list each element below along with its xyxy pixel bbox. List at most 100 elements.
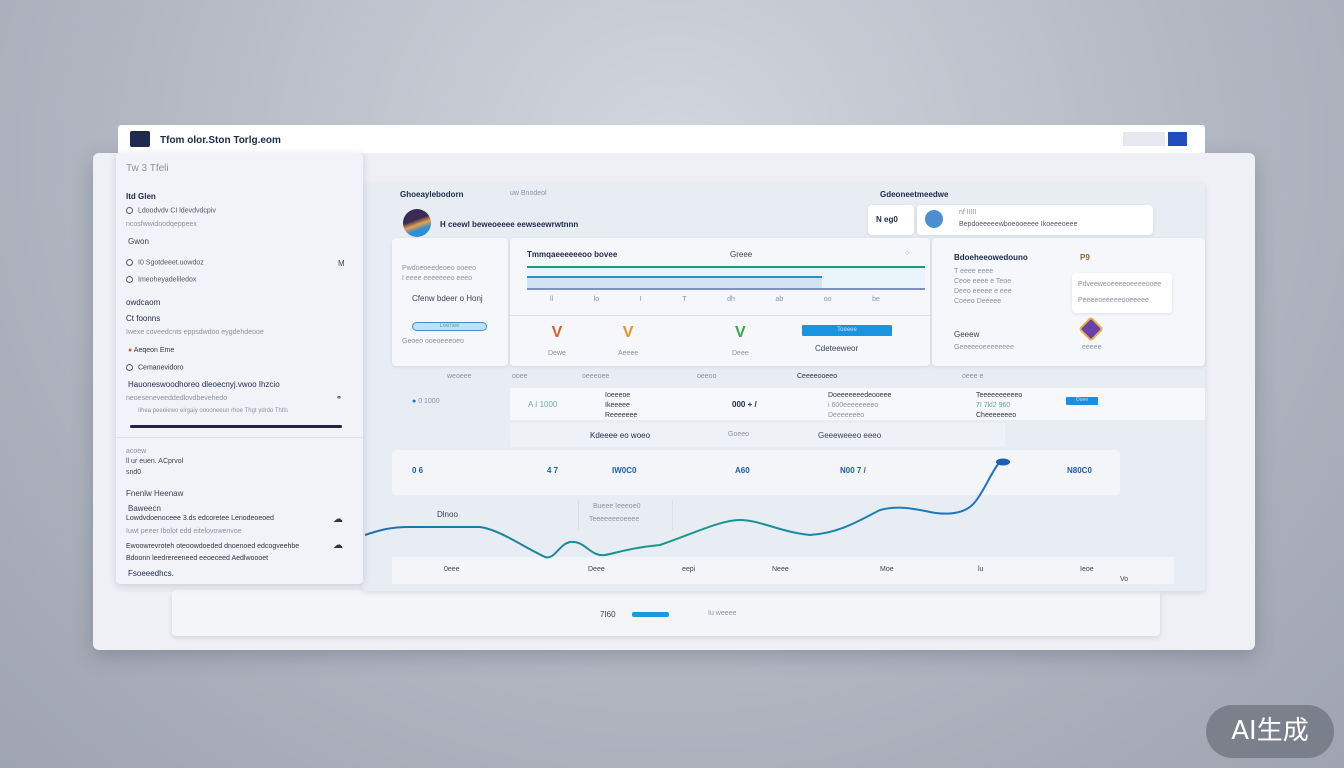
left-button[interactable]: Leenee xyxy=(412,322,487,331)
table-cell: Ioeeeoe xyxy=(605,392,631,399)
sidebar-item[interactable]: Hauoneswoodhoreo dleoecnyj.vwoo Ihzcio xyxy=(128,380,280,389)
gear-icon xyxy=(126,364,133,371)
right-row: T eeee eeee xyxy=(954,268,994,275)
sidebar-section: Gwon xyxy=(128,237,149,246)
user-card[interactable]: nf IIIII Bepdoeeeeewboeooeeee Ikoeeeoeee xyxy=(917,205,1153,235)
progress-title: Tmmqaeeeeeeoo bovee xyxy=(527,250,618,259)
title-bar: Tfom olor.Ston Torlg.eom xyxy=(118,125,1205,153)
action-link[interactable]: Cdeteeweor xyxy=(815,344,859,353)
profile-avatar[interactable] xyxy=(403,209,431,237)
popup-menu: Pdveeweoeeeeoeeeeooee Peeeeoeeeeeooeeeee xyxy=(1072,273,1172,313)
sidebar-lower-item[interactable]: Bdoonn leedrereeneed eeoeceed Aedlwoooet xyxy=(126,555,269,562)
sidebar-header: Tw 3 Tfeli xyxy=(126,163,169,174)
sidebar-item[interactable]: ncosfwwidnodqeppeex xyxy=(126,221,197,228)
check-item[interactable]: V Dewe xyxy=(548,324,566,360)
table-cell: i 600eeeeeeeeo xyxy=(828,402,879,409)
sidebar-item-label: Aeqeon Eme xyxy=(133,347,175,354)
right-bottom-badge: eeeee xyxy=(1082,344,1102,351)
table-header-cell[interactable]: ooee xyxy=(512,373,528,380)
sidebar-item[interactable]: neoeseneveeddedlovdbevehedo xyxy=(126,395,228,402)
sidebar-item-label: I0 Sgotdeeet.uowdoz xyxy=(138,259,204,267)
row-legend: ● 0 1000 xyxy=(412,398,440,405)
user-tag[interactable]: N eg0 xyxy=(868,205,914,235)
sidebar-lower-item[interactable]: Lowdvdoenoceee 3.ds edcoretee Lenodeoeoe… xyxy=(126,515,274,522)
footer-panel: 7I60 Iu weeee xyxy=(172,590,1160,636)
right-row: Deeo eeeee e eee xyxy=(954,288,1012,295)
stat-value: N00 7 / xyxy=(840,466,866,475)
table-header-cell[interactable]: Ceeeeooeeo xyxy=(797,373,838,380)
user-tag-label: N eg0 xyxy=(876,215,898,224)
window-control-button[interactable] xyxy=(1168,132,1187,146)
tick-label: lo xyxy=(593,296,600,303)
info-icon[interactable]: ○ xyxy=(905,250,910,257)
table-cell: A I 1000 xyxy=(528,400,558,409)
popup-item[interactable]: Pdveeweoeeeeoeeeeooee xyxy=(1078,281,1162,288)
footer-progress-bar[interactable] xyxy=(632,612,669,617)
table-row[interactable]: Kdeeee eo woeo Goeeo Geeeweeeo eeeo xyxy=(510,423,1005,447)
stat-value: IW0C0 xyxy=(612,466,637,475)
table-cell: Teeeeeeeeeeo xyxy=(976,392,1023,399)
row-action-button[interactable]: Ooee xyxy=(1066,397,1098,405)
sidebar-item[interactable]: Imeoheyadeliledox xyxy=(126,276,196,283)
divider xyxy=(510,315,930,316)
sidebar-lower-item[interactable]: Fsoeeedhcs. xyxy=(128,569,174,578)
sidebar: Tw 3 Tfeli Itd Glen Ldoodvdv CI ldevdvdc… xyxy=(116,153,363,584)
table-header: weoeee ooee oeeeoee oeeoo Ceeeeooeeo oee… xyxy=(392,373,1205,380)
link-icon[interactable]: ⚭ xyxy=(336,395,342,402)
footer-link[interactable]: Iu weeee xyxy=(708,610,737,617)
tooltip-line: Teeeeeeeoeeee xyxy=(589,516,640,523)
popup-item[interactable]: Peeeeoeeeeeooeeeee xyxy=(1078,297,1149,304)
sidebar-item-label: Cemanevidoro xyxy=(138,364,184,372)
table-row[interactable]: A I 1000 Ioeeeoe Ikeeeee Reeeeeee 000 + … xyxy=(510,388,1205,420)
tick-label: dh xyxy=(727,296,735,303)
cloud-icon[interactable]: ☁ xyxy=(333,540,343,551)
tick-label: I xyxy=(639,296,642,303)
axis-label: 0eee xyxy=(444,566,460,573)
sidebar-item[interactable]: Cemanevidoro xyxy=(126,364,184,371)
axis-label: Neee xyxy=(772,566,789,573)
sidebar-item[interactable]: Ilhea peeeiewo eirgaiy ooooneeun rhoe Th… xyxy=(138,408,288,414)
section-label-right: Gdeoneetmeedwe xyxy=(880,190,949,199)
profile-text: H ceewl beweoeeee eewseewrwtnnn xyxy=(440,220,579,229)
sidebar-item[interactable]: I0 Sgotdeeet.uowdoz xyxy=(126,259,204,266)
table-header-cell[interactable]: oeeoo xyxy=(697,373,717,380)
sidebar-item-label: Imeoheyadeliledox xyxy=(138,276,197,284)
check-item[interactable]: V Deee xyxy=(732,324,749,360)
sidebar-item[interactable]: Ct foonns xyxy=(126,314,161,323)
trend-marker[interactable] xyxy=(996,458,1010,466)
cloud-icon[interactable]: ☁ xyxy=(333,514,343,525)
table-cell: Cheeeeeeeo xyxy=(976,412,1017,419)
table-cell: Kdeeee eo woeo xyxy=(590,431,651,440)
sidebar-item[interactable]: Iwexe coveedcnts eppsdwdoo eygdehdeooe xyxy=(126,329,264,336)
sidebar-item[interactable]: ● Aeqeon Eme xyxy=(128,347,175,354)
sidebar-section: owdcaom xyxy=(126,298,161,307)
progress-fill xyxy=(527,276,822,288)
table-header-cell[interactable]: oeee e xyxy=(962,373,984,380)
action-button-label: Toeeee xyxy=(837,327,857,333)
right-badge: P9 xyxy=(1080,253,1090,262)
table-header-cell[interactable]: oeeeoee xyxy=(582,373,610,380)
action-button[interactable]: Toeeee xyxy=(802,325,892,336)
axis-label: Vo xyxy=(1120,576,1129,583)
axis-label: lu xyxy=(978,566,984,573)
table-header-cell[interactable]: weoeee xyxy=(447,373,472,380)
sidebar-lower-item[interactable]: Iuwt peeer Ibolot edd eitelovowenvoe xyxy=(126,528,242,535)
sidebar-item-label: Ldoodvdv CI ldevdvdcpiv xyxy=(138,207,216,215)
sidebar-item[interactable]: Ldoodvdv CI ldevdvdcpiv xyxy=(126,207,216,214)
right-title: Bdoeheeowedouno xyxy=(954,253,1028,262)
ai-generated-watermark: AI生成 xyxy=(1206,705,1334,758)
sidebar-scrollbar[interactable] xyxy=(130,425,342,428)
sidebar-lower-item[interactable]: Ewoowrevroteh oteoowdoeded dnoenoed edco… xyxy=(126,543,300,550)
check-item[interactable]: V Aeeee xyxy=(618,324,638,360)
table-cell: Goeeo xyxy=(728,431,750,438)
progress-track[interactable] xyxy=(527,266,925,290)
check-icon: V xyxy=(622,324,634,341)
user-id: nf IIIII xyxy=(959,209,977,216)
main-panel: Ghoeaylebodorn uw Bnodeol Gdeoneetmeedwe… xyxy=(362,183,1205,591)
progress-mid-label: Greee xyxy=(730,250,753,259)
window-control-strip xyxy=(1123,132,1165,146)
tick-label: oo xyxy=(823,296,832,303)
right-row: Coeeo Deeeee xyxy=(954,298,1002,305)
